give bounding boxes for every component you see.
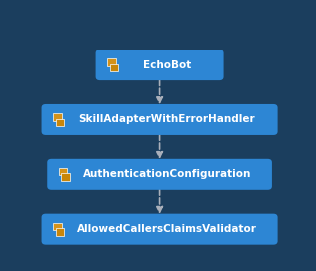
- FancyBboxPatch shape: [53, 113, 62, 121]
- FancyBboxPatch shape: [41, 104, 278, 135]
- FancyBboxPatch shape: [56, 228, 64, 236]
- FancyBboxPatch shape: [47, 159, 272, 190]
- FancyBboxPatch shape: [59, 168, 67, 176]
- Text: AllowedCallersClaimsValidator: AllowedCallersClaimsValidator: [77, 224, 257, 234]
- FancyBboxPatch shape: [41, 214, 278, 245]
- FancyBboxPatch shape: [56, 118, 64, 126]
- Text: EchoBot: EchoBot: [143, 60, 191, 70]
- Text: SkillAdapterWithErrorHandler: SkillAdapterWithErrorHandler: [78, 114, 255, 124]
- Text: AuthenticationConfiguration: AuthenticationConfiguration: [82, 169, 251, 179]
- FancyBboxPatch shape: [107, 58, 116, 66]
- FancyBboxPatch shape: [17, 22, 302, 50]
- FancyBboxPatch shape: [110, 64, 118, 71]
- FancyBboxPatch shape: [61, 173, 70, 181]
- FancyBboxPatch shape: [53, 223, 62, 230]
- FancyBboxPatch shape: [96, 49, 224, 80]
